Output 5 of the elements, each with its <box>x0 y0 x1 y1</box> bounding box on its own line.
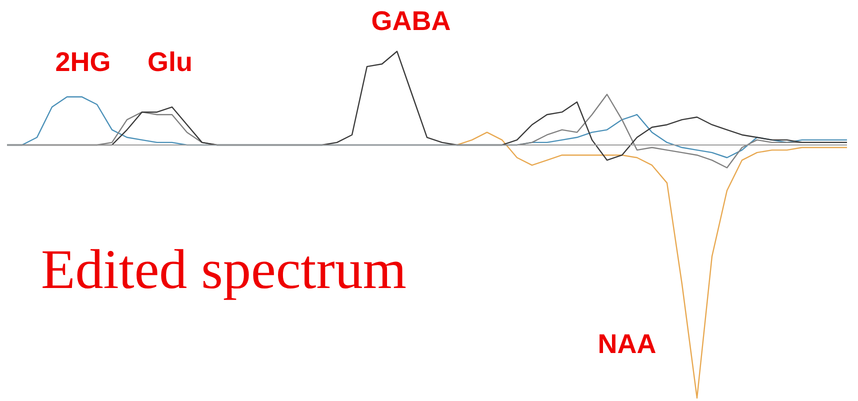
annotation: Glu <box>148 47 192 77</box>
annotation: NAA <box>598 329 656 359</box>
annotation: 2HG <box>55 47 111 77</box>
text: Edited spectrum <box>41 239 406 301</box>
text: GABA <box>371 6 451 36</box>
